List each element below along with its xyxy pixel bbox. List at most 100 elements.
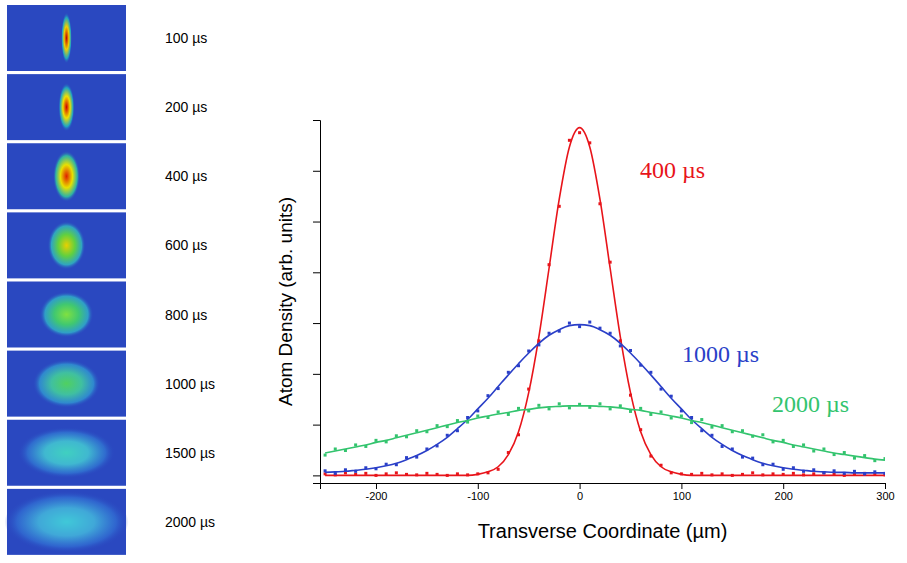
axis-line bbox=[321, 484, 886, 490]
tick-label: 100 bbox=[673, 490, 691, 502]
data-point bbox=[649, 371, 652, 374]
axis-line bbox=[313, 121, 321, 484]
tick-mark bbox=[313, 272, 320, 273]
data-point bbox=[680, 472, 683, 475]
tick-mark bbox=[313, 475, 320, 476]
data-point bbox=[619, 404, 622, 407]
data-point bbox=[629, 410, 632, 413]
data-point bbox=[568, 406, 571, 409]
data-point bbox=[833, 473, 836, 476]
data-point bbox=[629, 394, 632, 397]
data-point bbox=[710, 434, 713, 437]
data-point bbox=[374, 474, 377, 477]
data-point bbox=[660, 410, 663, 413]
data-point bbox=[853, 457, 856, 460]
data-point bbox=[598, 202, 601, 205]
data-point bbox=[466, 416, 469, 419]
image-frame: 1000 µs bbox=[7, 351, 215, 417]
series bbox=[324, 128, 885, 477]
image-panel: 100 µs200 µs400 µs600 µs800 µs1000 µs150… bbox=[4, 5, 215, 555]
data-point bbox=[690, 416, 693, 419]
tick-label: 300 bbox=[876, 490, 894, 502]
tick: -100 bbox=[467, 483, 489, 502]
data-point bbox=[436, 444, 439, 447]
data-point bbox=[721, 424, 724, 427]
data-point bbox=[486, 416, 489, 419]
tick: 100 bbox=[673, 483, 691, 502]
x-axis-title: Transverse Coordinate (µm) bbox=[478, 520, 728, 542]
data-point bbox=[710, 426, 713, 429]
data-point bbox=[527, 409, 530, 412]
data-point bbox=[385, 472, 388, 475]
data-point bbox=[609, 332, 612, 335]
data-point bbox=[731, 430, 734, 433]
data-point bbox=[812, 450, 815, 453]
data-point bbox=[792, 466, 795, 469]
atom-cloud bbox=[58, 83, 74, 132]
data-point bbox=[721, 445, 724, 448]
tick: 300 bbox=[876, 483, 894, 502]
data-point bbox=[446, 434, 449, 437]
data-point bbox=[721, 472, 724, 475]
data-point bbox=[833, 469, 836, 472]
data-point bbox=[772, 440, 775, 443]
data-point bbox=[670, 417, 673, 420]
tick-label: 0 bbox=[577, 490, 583, 502]
data-point bbox=[863, 472, 866, 475]
data-point bbox=[751, 435, 754, 438]
frame-label: 200 µs bbox=[165, 99, 207, 115]
image-background bbox=[7, 351, 126, 417]
data-point bbox=[425, 430, 428, 433]
data-point bbox=[476, 472, 479, 475]
data-point bbox=[660, 388, 663, 391]
image-background bbox=[7, 420, 126, 486]
image-frame: 600 µs bbox=[7, 212, 207, 278]
image-frame: 200 µs bbox=[7, 74, 207, 140]
data-point bbox=[558, 205, 561, 208]
data-point bbox=[741, 473, 744, 476]
data-point bbox=[741, 429, 744, 432]
data-point bbox=[395, 471, 398, 474]
data-point bbox=[548, 332, 551, 335]
data-point bbox=[782, 439, 785, 442]
data-point bbox=[558, 402, 561, 405]
data-point bbox=[374, 439, 377, 442]
tick-label: 200 bbox=[775, 490, 793, 502]
data-point bbox=[517, 407, 520, 410]
data-point bbox=[497, 387, 500, 390]
tick-mark bbox=[313, 222, 320, 223]
data-point bbox=[609, 407, 612, 410]
data-point bbox=[731, 474, 734, 477]
data-point bbox=[822, 471, 825, 474]
data-point bbox=[649, 413, 652, 416]
tick-mark bbox=[681, 483, 682, 489]
figure: 100 µs200 µs400 µs600 µs800 µs1000 µs150… bbox=[0, 0, 907, 563]
data-point bbox=[588, 141, 591, 144]
image-background bbox=[7, 74, 126, 140]
data-point bbox=[710, 473, 713, 476]
data-point bbox=[812, 472, 815, 475]
data-point bbox=[415, 473, 418, 476]
atom-cloud bbox=[48, 221, 86, 270]
series bbox=[324, 321, 885, 476]
data-point bbox=[812, 468, 815, 471]
frame-label: 800 µs bbox=[165, 307, 207, 323]
tick-mark bbox=[313, 374, 320, 375]
data-point bbox=[558, 330, 561, 333]
data-point bbox=[843, 451, 846, 454]
tick-mark bbox=[783, 483, 784, 489]
data-point bbox=[639, 364, 642, 367]
data-point bbox=[385, 440, 388, 443]
frame-label: 100 µs bbox=[165, 30, 207, 46]
frame-label: 600 µs bbox=[165, 237, 207, 253]
data-point bbox=[629, 349, 632, 352]
data-point bbox=[792, 445, 795, 448]
data-point bbox=[731, 447, 734, 450]
data-point bbox=[517, 433, 520, 436]
data-point bbox=[548, 407, 551, 410]
data-point bbox=[578, 131, 581, 134]
data-point bbox=[802, 443, 805, 446]
data-point bbox=[334, 447, 337, 450]
data-point bbox=[537, 404, 540, 407]
data-point bbox=[446, 425, 449, 428]
